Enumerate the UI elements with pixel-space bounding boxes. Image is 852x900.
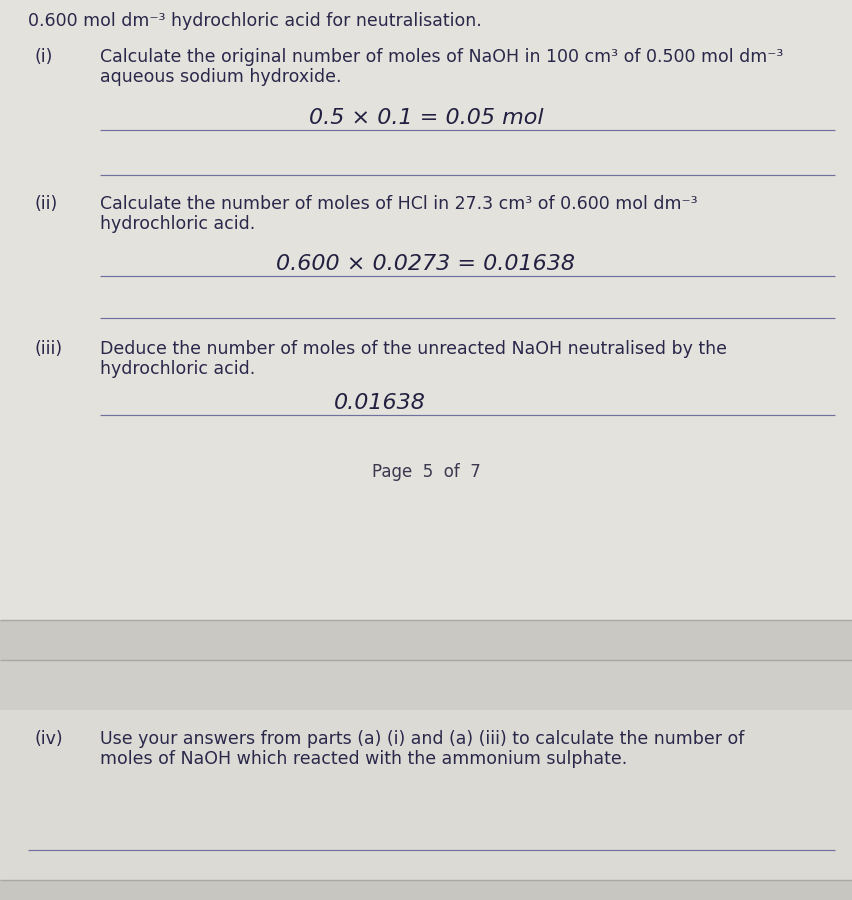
Text: hydrochloric acid.: hydrochloric acid. [100, 360, 256, 378]
Bar [0, 880, 852, 900]
Text: (i): (i) [35, 48, 54, 66]
Text: (iii): (iii) [35, 340, 63, 358]
Text: Use your answers from parts (a) (i) and (a) (iii) to calculate the number of: Use your answers from parts (a) (i) and … [100, 730, 745, 748]
Text: Deduce the number of moles of the unreacted NaOH neutralised by the: Deduce the number of moles of the unreac… [100, 340, 727, 358]
Text: aqueous sodium hydroxide.: aqueous sodium hydroxide. [100, 68, 342, 86]
Text: 0.600 mol dm⁻³ hydrochloric acid for neutralisation.: 0.600 mol dm⁻³ hydrochloric acid for neu… [28, 12, 481, 30]
Text: (iv): (iv) [35, 730, 64, 748]
Text: 0.01638: 0.01638 [334, 393, 426, 413]
Bar [0, 710, 852, 900]
Bar [0, 620, 852, 660]
Text: Page  5  of  7: Page 5 of 7 [371, 463, 481, 481]
Text: Calculate the number of moles of HCl in 27.3 cm³ of 0.600 mol dm⁻³: Calculate the number of moles of HCl in … [100, 195, 698, 213]
Bar [0, 660, 852, 710]
Bar [0, 0, 852, 620]
Text: moles of NaOH which reacted with the ammonium sulphate.: moles of NaOH which reacted with the amm… [100, 750, 627, 768]
Text: 0.600 × 0.0273 = 0.01638: 0.600 × 0.0273 = 0.01638 [277, 254, 575, 274]
Text: (ii): (ii) [35, 195, 58, 213]
Text: Calculate the original number of moles of NaOH in 100 cm³ of 0.500 mol dm⁻³: Calculate the original number of moles o… [100, 48, 783, 66]
Text: 0.5 × 0.1 = 0.05 mol: 0.5 × 0.1 = 0.05 mol [308, 108, 544, 128]
Text: hydrochloric acid.: hydrochloric acid. [100, 215, 256, 233]
